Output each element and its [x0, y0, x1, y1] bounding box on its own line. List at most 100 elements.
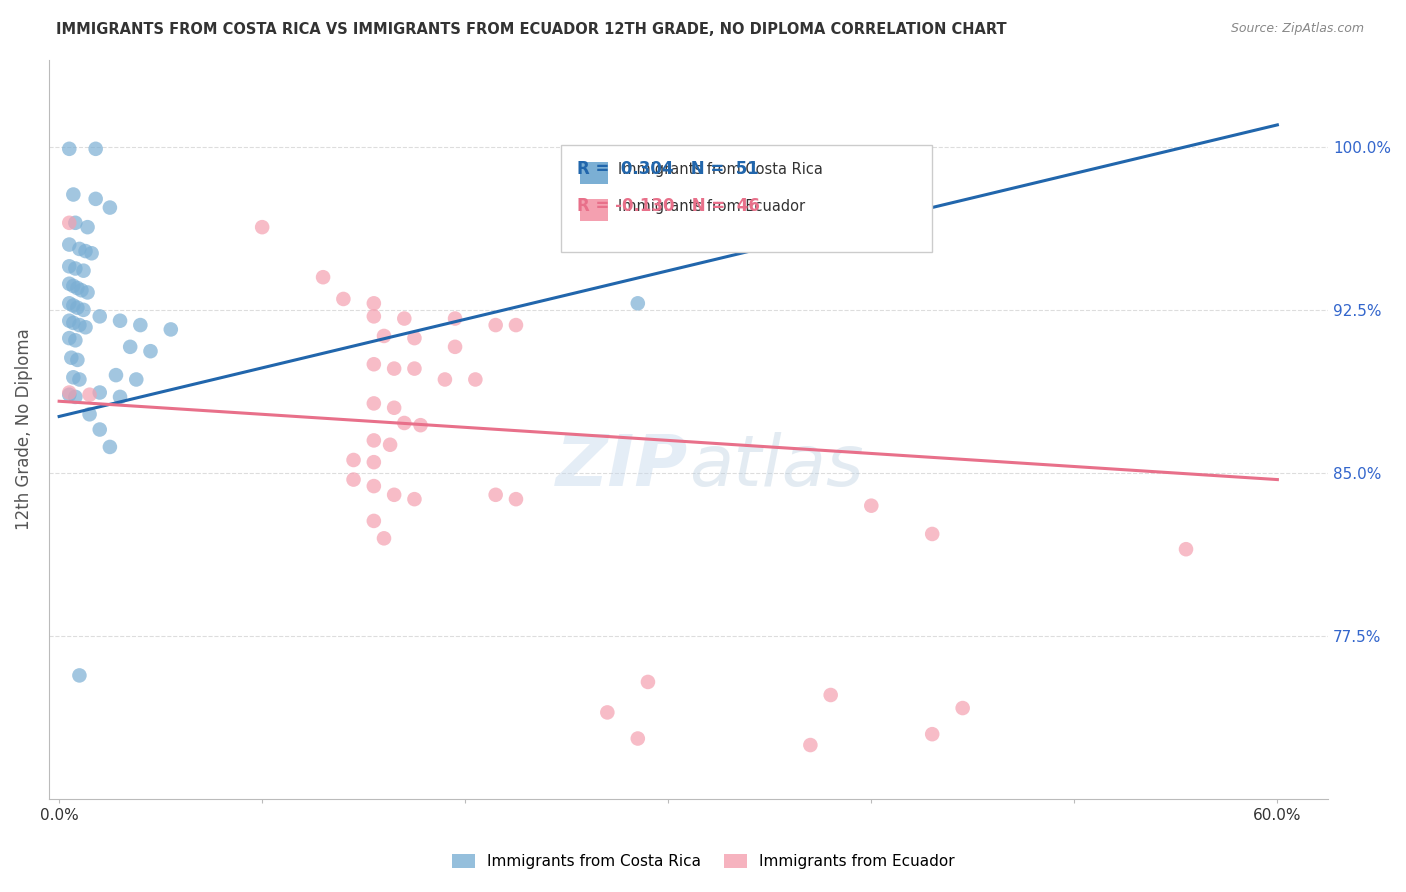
Point [66, 352, 89, 367]
Point [98, 201, 121, 215]
Point [394, 311, 416, 326]
Point [65, 390, 87, 404]
Point [363, 396, 385, 410]
Point [67, 668, 90, 682]
Point [58, 296, 80, 310]
Point [120, 340, 142, 354]
Point [58, 260, 80, 274]
Point [89, 310, 111, 324]
Point [363, 357, 385, 371]
Text: R =  0.304   N =  51: R = 0.304 N = 51 [578, 160, 759, 178]
Point [65, 261, 87, 276]
Point [378, 438, 401, 452]
Point [952, 701, 974, 715]
Point [159, 322, 181, 336]
Point [799, 738, 821, 752]
Point [79, 407, 101, 421]
Text: Immigrants from Ecuador: Immigrants from Ecuador [619, 199, 806, 213]
Point [80, 246, 103, 260]
Point [312, 270, 335, 285]
Point [363, 479, 385, 493]
Point [485, 488, 508, 502]
Point [89, 423, 111, 437]
Text: Source: ZipAtlas.com: Source: ZipAtlas.com [1230, 22, 1364, 36]
Point [67, 242, 90, 256]
Point [58, 314, 80, 328]
Point [373, 532, 395, 546]
FancyBboxPatch shape [561, 145, 932, 252]
Point [627, 296, 650, 310]
Text: ZIP: ZIP [557, 432, 689, 501]
Text: IMMIGRANTS FROM COSTA RICA VS IMMIGRANTS FROM ECUADOR 12TH GRADE, NO DIPLOMA COR: IMMIGRANTS FROM COSTA RICA VS IMMIGRANTS… [56, 22, 1007, 37]
Point [70, 283, 93, 297]
Point [89, 385, 111, 400]
Point [505, 492, 527, 507]
Point [62, 279, 84, 293]
Point [58, 237, 80, 252]
Point [382, 401, 405, 415]
Point [637, 675, 659, 690]
Point [444, 340, 467, 354]
Point [108, 314, 131, 328]
Point [84, 142, 107, 156]
Point [394, 416, 416, 430]
Point [72, 302, 94, 317]
Point [104, 368, 127, 383]
Point [363, 296, 385, 310]
Point [58, 387, 80, 401]
Point [62, 298, 84, 312]
Point [921, 727, 943, 741]
Point [98, 440, 121, 454]
Point [373, 329, 395, 343]
Point [139, 344, 162, 359]
Point [363, 455, 385, 469]
Point [921, 527, 943, 541]
Point [84, 192, 107, 206]
Point [65, 334, 87, 348]
Point [76, 220, 98, 235]
Point [505, 318, 527, 332]
FancyBboxPatch shape [579, 199, 607, 221]
Point [58, 385, 80, 400]
Text: R = -0.130   N =  46: R = -0.130 N = 46 [578, 197, 761, 215]
Point [66, 301, 89, 315]
Point [108, 390, 131, 404]
Point [444, 311, 467, 326]
Point [65, 216, 87, 230]
Point [485, 318, 508, 332]
Point [60, 351, 83, 365]
Point [382, 361, 405, 376]
Point [62, 370, 84, 384]
Point [820, 688, 842, 702]
Point [58, 331, 80, 345]
Point [363, 434, 385, 448]
Point [1175, 542, 1198, 557]
Point [404, 361, 426, 376]
Point [363, 310, 385, 324]
Point [67, 372, 90, 386]
Point [404, 492, 426, 507]
Point [62, 187, 84, 202]
Point [58, 277, 80, 291]
Point [342, 453, 364, 467]
Y-axis label: 12th Grade, No Diploma: 12th Grade, No Diploma [15, 328, 32, 531]
Point [66, 281, 89, 295]
Point [332, 292, 354, 306]
Legend: Immigrants from Costa Rica, Immigrants from Ecuador: Immigrants from Costa Rica, Immigrants f… [446, 848, 960, 875]
Point [404, 331, 426, 345]
Point [409, 418, 432, 433]
FancyBboxPatch shape [579, 161, 607, 184]
Point [363, 514, 385, 528]
Point [58, 216, 80, 230]
Point [79, 387, 101, 401]
Point [58, 142, 80, 156]
Text: atlas: atlas [689, 432, 863, 501]
Point [596, 706, 619, 720]
Point [433, 372, 456, 386]
Point [76, 285, 98, 300]
Point [62, 316, 84, 330]
Point [342, 473, 364, 487]
Point [382, 488, 405, 502]
Point [860, 499, 883, 513]
Point [250, 220, 273, 235]
